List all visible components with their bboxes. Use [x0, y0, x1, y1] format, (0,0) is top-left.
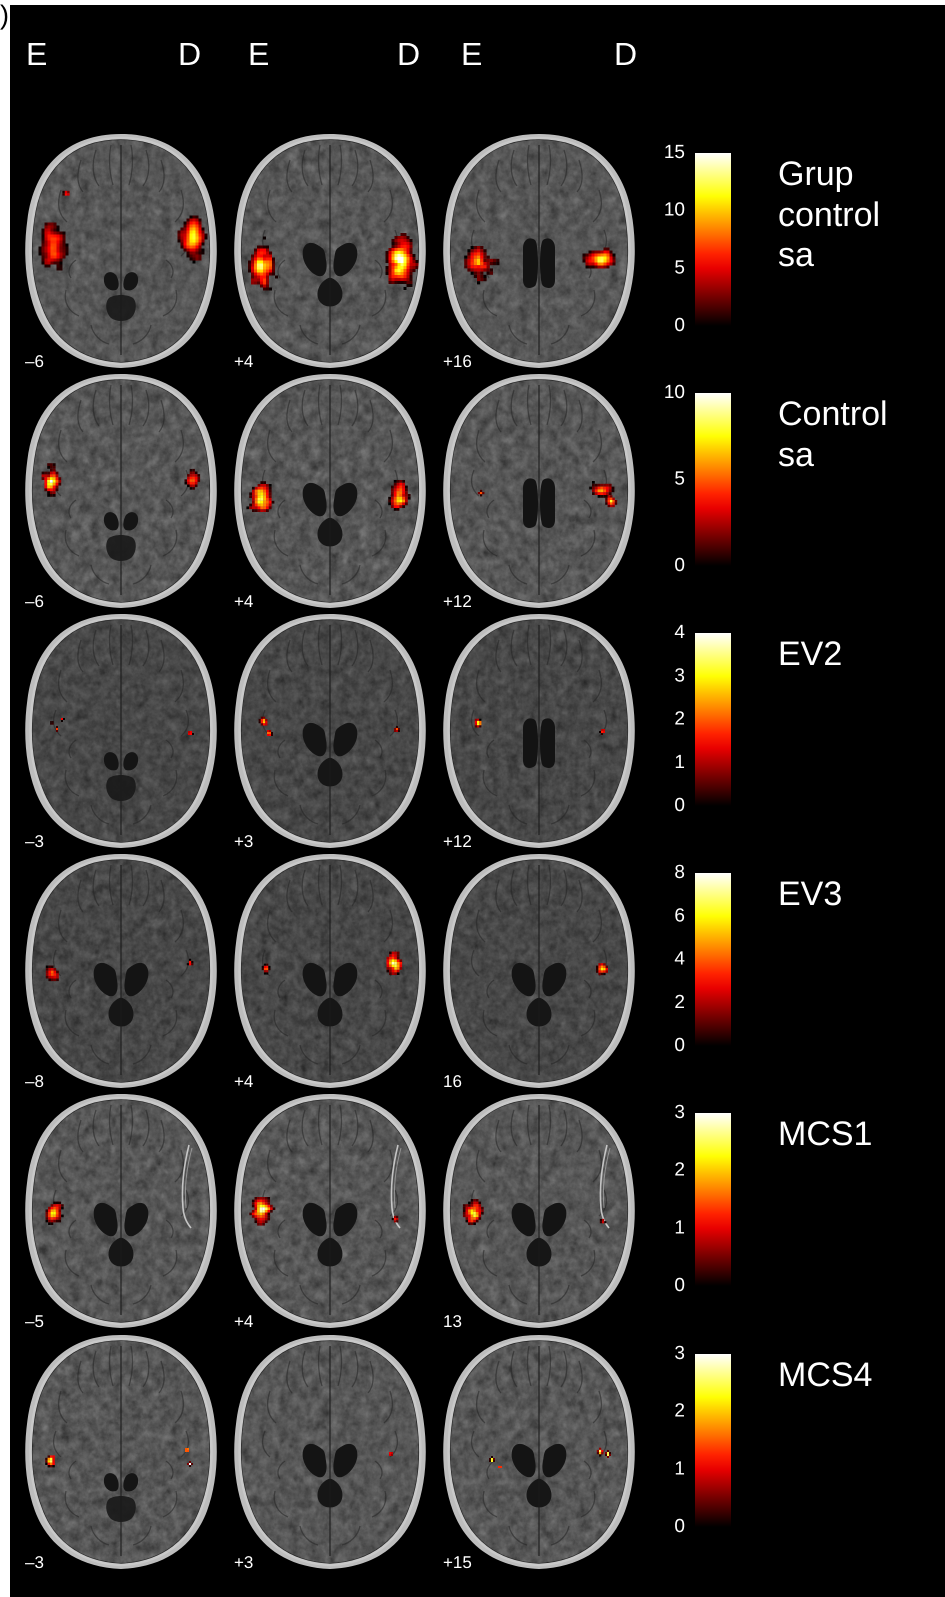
- svg-text:0: 0: [674, 315, 685, 336]
- svg-text:1: 1: [674, 752, 685, 773]
- svg-text:–3: –3: [25, 1553, 44, 1571]
- svg-text:0: 0: [674, 555, 685, 576]
- svg-text:6: 6: [674, 906, 685, 927]
- svg-text:+3: +3: [234, 832, 253, 850]
- svg-text:10: 10: [664, 382, 685, 403]
- svg-text:1: 1: [674, 1458, 685, 1479]
- svg-text:+4: +4: [234, 1312, 253, 1330]
- svg-text:+4: +4: [234, 592, 253, 610]
- svg-text:–6: –6: [25, 352, 44, 370]
- svg-text:–8: –8: [25, 1072, 44, 1090]
- svg-text:+16: +16: [443, 352, 472, 370]
- svg-text:4: 4: [674, 622, 685, 643]
- svg-text:2: 2: [674, 1160, 685, 1181]
- svg-text:4: 4: [674, 949, 685, 970]
- svg-text:0: 0: [674, 1275, 685, 1296]
- svg-text:+12: +12: [443, 832, 472, 850]
- svg-text:0: 0: [674, 1516, 685, 1537]
- svg-text:13: 13: [443, 1312, 462, 1330]
- svg-text:0: 0: [674, 1035, 685, 1056]
- svg-text:2: 2: [674, 992, 685, 1013]
- svg-text:–6: –6: [25, 592, 44, 610]
- svg-text:–3: –3: [25, 832, 44, 850]
- svg-text:3: 3: [674, 1102, 685, 1123]
- svg-text:0: 0: [674, 795, 685, 816]
- svg-text:5: 5: [674, 469, 685, 490]
- svg-text:+15: +15: [443, 1553, 472, 1571]
- svg-text:+4: +4: [234, 352, 253, 370]
- svg-text:–5: –5: [25, 1312, 44, 1330]
- svg-text:1: 1: [674, 1218, 685, 1239]
- svg-text:5: 5: [674, 257, 685, 278]
- svg-text:10: 10: [664, 200, 685, 221]
- svg-text:+3: +3: [234, 1553, 253, 1571]
- svg-text:2: 2: [674, 709, 685, 730]
- svg-text:8: 8: [674, 862, 685, 883]
- svg-text:+12: +12: [443, 592, 472, 610]
- svg-text:2: 2: [674, 1400, 685, 1421]
- svg-text:3: 3: [674, 665, 685, 686]
- svg-text:3: 3: [674, 1343, 685, 1364]
- svg-text:16: 16: [443, 1072, 462, 1090]
- svg-text:+4: +4: [234, 1072, 253, 1090]
- svg-text:15: 15: [664, 142, 685, 163]
